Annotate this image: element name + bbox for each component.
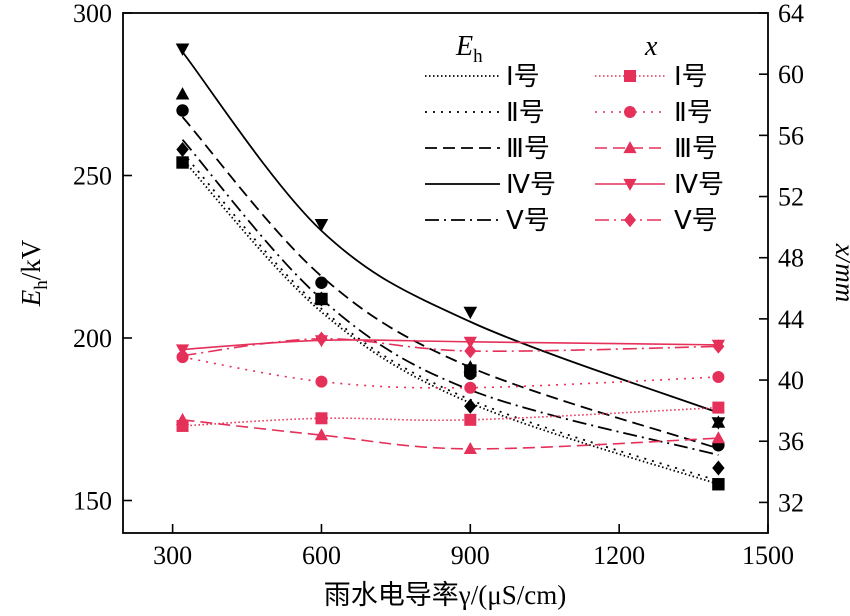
- legend-marker-x: [623, 178, 637, 191]
- left-axis-title-sub: h: [31, 280, 52, 290]
- data-markers: [175, 43, 726, 491]
- eh-point: [463, 360, 478, 373]
- right-tick-label: 36: [778, 427, 804, 456]
- x-point: [315, 331, 328, 346]
- left-axis-title-unit: /kV: [16, 239, 46, 280]
- eh-point: [175, 87, 190, 100]
- x-point: [314, 428, 329, 441]
- legend-heading-eh: Eh: [455, 31, 483, 67]
- x-tick-label: 300: [153, 541, 192, 570]
- legend-label-eh: Ⅳ号: [506, 170, 556, 199]
- eh-curve-2: [181, 152, 719, 482]
- left-tick-label: 200: [73, 324, 112, 353]
- right-tick-label: 48: [778, 244, 804, 273]
- legend: Eh x Ⅰ号 Ⅱ号 Ⅲ号 Ⅳ号 Ⅴ号 Ⅰ号 Ⅱ号 Ⅲ号 Ⅳ号 Ⅴ号: [425, 31, 724, 235]
- x-point: [463, 336, 477, 349]
- legend-marker-x: [624, 70, 636, 82]
- x-line-5: [182, 337, 719, 357]
- x-line-3: [182, 419, 719, 450]
- legend-marker-x: [623, 141, 637, 154]
- legend-marker-x: [624, 106, 636, 118]
- legend-label-x: Ⅳ号: [674, 170, 724, 199]
- eh-point: [176, 142, 189, 157]
- left-axis-title-main: E: [16, 289, 46, 307]
- tick-labels: 300 600 900 1200 1500 150 200 250 300 32 36 40 44 48 5…: [73, 0, 804, 570]
- x-tick-label: 900: [451, 541, 490, 570]
- eh-fit-curves: [181, 51, 719, 486]
- legend-label-eh: Ⅱ号: [506, 98, 545, 127]
- x-point: [464, 343, 477, 359]
- left-tick-label: 250: [73, 162, 112, 191]
- left-axis-title: Eh/kV: [16, 239, 52, 307]
- eh-point: [176, 104, 189, 117]
- legend-heading-eh-sub: h: [473, 46, 483, 67]
- legend-label-x: Ⅱ号: [674, 98, 713, 127]
- left-tick-label: 150: [73, 487, 112, 516]
- x-point: [712, 401, 725, 414]
- axis-ticks: [123, 12, 769, 533]
- eh-point: [463, 306, 478, 320]
- eh-curve-1: [181, 158, 719, 486]
- x-point: [711, 431, 725, 444]
- legend-label-x: Ⅰ号: [674, 62, 708, 91]
- right-tick-label: 56: [778, 121, 804, 150]
- legend-label-x: Ⅴ号: [674, 206, 718, 235]
- eh-point: [315, 276, 328, 289]
- x-tick-label: 600: [302, 541, 341, 570]
- x-line-4: [182, 339, 719, 351]
- eh-point: [314, 218, 329, 232]
- eh-point: [712, 460, 725, 476]
- right-tick-label: 32: [778, 488, 804, 517]
- left-tick-label: 300: [73, 0, 112, 28]
- x-point: [464, 413, 477, 426]
- eh-point: [175, 43, 190, 56]
- x-series-lines: [182, 337, 719, 450]
- x-point: [463, 441, 477, 454]
- eh-point: [464, 398, 477, 414]
- legend-heading-eh-main: E: [455, 31, 473, 62]
- right-tick-label: 52: [778, 183, 804, 212]
- legend-marker-x: [624, 212, 636, 228]
- x-tick-label: 1200: [593, 541, 645, 570]
- eh-point: [315, 291, 328, 307]
- x-point: [315, 375, 328, 388]
- eh-point: [711, 417, 726, 430]
- eh-curve-3: [181, 116, 719, 450]
- right-tick-label: 44: [778, 305, 804, 334]
- eh-curve-4: [181, 51, 719, 414]
- right-axis-title: x/mm: [830, 243, 850, 302]
- x-point: [315, 412, 328, 425]
- right-tick-label: 60: [778, 60, 804, 89]
- right-tick-label: 40: [778, 366, 804, 395]
- eh-point: [712, 478, 725, 491]
- legend-heading-x: x: [644, 31, 658, 62]
- x-line-2: [182, 356, 719, 389]
- x-point: [712, 371, 725, 383]
- x-line-1: [182, 406, 719, 427]
- x-point: [176, 348, 189, 363]
- eh-point: [176, 156, 189, 169]
- legend-label-x: Ⅲ号: [674, 134, 718, 163]
- eh-curve-5: [181, 139, 719, 456]
- right-tick-label: 64: [778, 0, 804, 28]
- x-axis-title: 雨水电导率γ/(μS/cm): [324, 580, 566, 610]
- plot-frame: [122, 12, 769, 534]
- legend-label-eh: Ⅲ号: [506, 134, 550, 163]
- x-point: [712, 339, 725, 354]
- legend-label-eh: Ⅰ号: [506, 62, 540, 91]
- x-tick-label: 1500: [742, 541, 794, 570]
- x-point: [464, 381, 477, 394]
- legend-label-eh: Ⅴ号: [506, 206, 550, 235]
- x-point: [175, 412, 190, 425]
